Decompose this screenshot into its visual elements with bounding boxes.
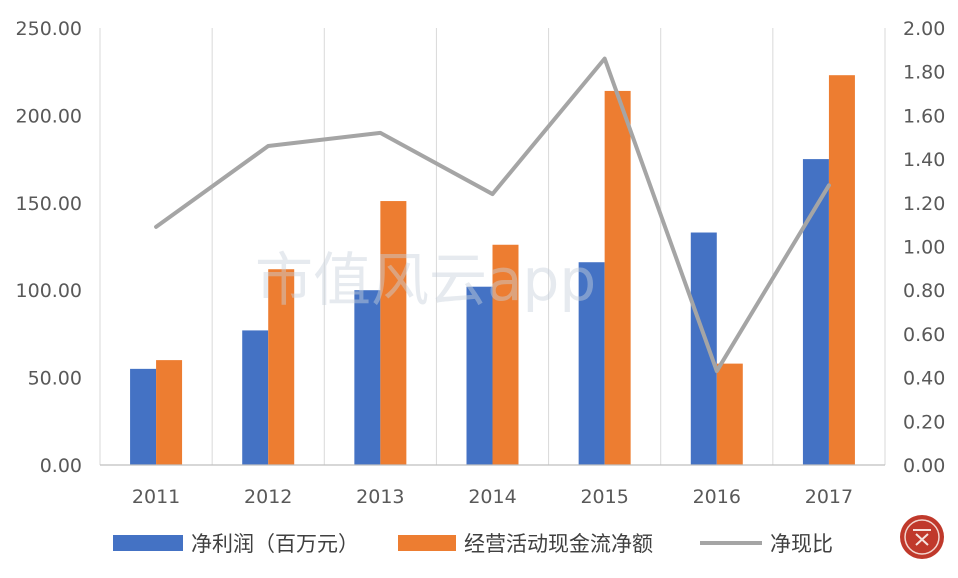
operating-cashflow-bar	[492, 244, 519, 465]
operating-cashflow-bar	[604, 90, 631, 465]
bars	[130, 75, 855, 466]
y-left-tick-label: 100.00	[16, 280, 82, 302]
net-profit-bar	[354, 290, 381, 465]
x-tick-label: 2015	[580, 486, 628, 508]
axes: 0.00 50.00 100.00 150.00 200.00 250.00 0.00 0.2…	[16, 18, 946, 508]
watermark-text: 市值风云app	[255, 246, 596, 314]
y-right-tick-label: 1.00	[903, 237, 945, 259]
ratio-line	[154, 56, 831, 374]
legend-label: 净利润（百万元）	[191, 532, 359, 556]
y-right-tick-label: 2.00	[903, 18, 945, 40]
net-profit-bar	[466, 286, 493, 465]
legend-swatch	[398, 535, 456, 551]
x-tick-label: 2012	[244, 486, 292, 508]
x-tick-label: 2013	[356, 486, 404, 508]
grid-lines	[99, 28, 886, 465]
y-right-tick-label: 0.60	[903, 324, 945, 346]
legend-swatch	[113, 535, 183, 551]
y-right-tick-label: 0.80	[903, 280, 945, 302]
y-left-tick-label: 200.00	[16, 105, 82, 127]
logo-stamp-icon	[900, 515, 944, 559]
x-tick-label: 2011	[132, 486, 180, 508]
y-right-tick-label: 0.20	[903, 411, 945, 433]
y-left-tick-label: 150.00	[16, 193, 82, 215]
x-tick-label: 2016	[693, 486, 741, 508]
y-right-tick-label: 0.00	[903, 455, 945, 477]
y-left-tick-label: 50.00	[28, 368, 82, 390]
operating-cashflow-bar	[380, 201, 407, 465]
operating-cashflow-bar	[268, 269, 295, 465]
y-right-tick-label: 1.60	[903, 105, 945, 127]
legend-label: 经营活动现金流净额	[464, 532, 653, 556]
net-profit-bar	[578, 262, 605, 465]
legend-label: 净现比	[770, 532, 833, 556]
operating-cashflow-bar	[156, 360, 183, 465]
x-tick-label: 2017	[805, 486, 853, 508]
net-profit-bar	[690, 232, 717, 465]
operating-cashflow-bar	[716, 363, 743, 465]
y-left-tick-label: 0.00	[40, 455, 82, 477]
y-right-tick-label: 1.80	[903, 62, 945, 84]
y-left-tick-label: 250.00	[16, 18, 82, 40]
net-profit-bar	[130, 368, 157, 465]
net-profit-bar	[242, 330, 269, 465]
y-right-tick-label: 1.40	[903, 149, 945, 171]
legend: 净利润（百万元） 经营活动现金流净额 净现比	[113, 532, 833, 556]
y-right-tick-label: 1.20	[903, 193, 945, 215]
cash-ratio-line	[154, 56, 831, 374]
y-right-tick-label: 0.40	[903, 368, 945, 390]
operating-cashflow-bar	[828, 75, 855, 466]
x-tick-label: 2014	[468, 486, 516, 508]
